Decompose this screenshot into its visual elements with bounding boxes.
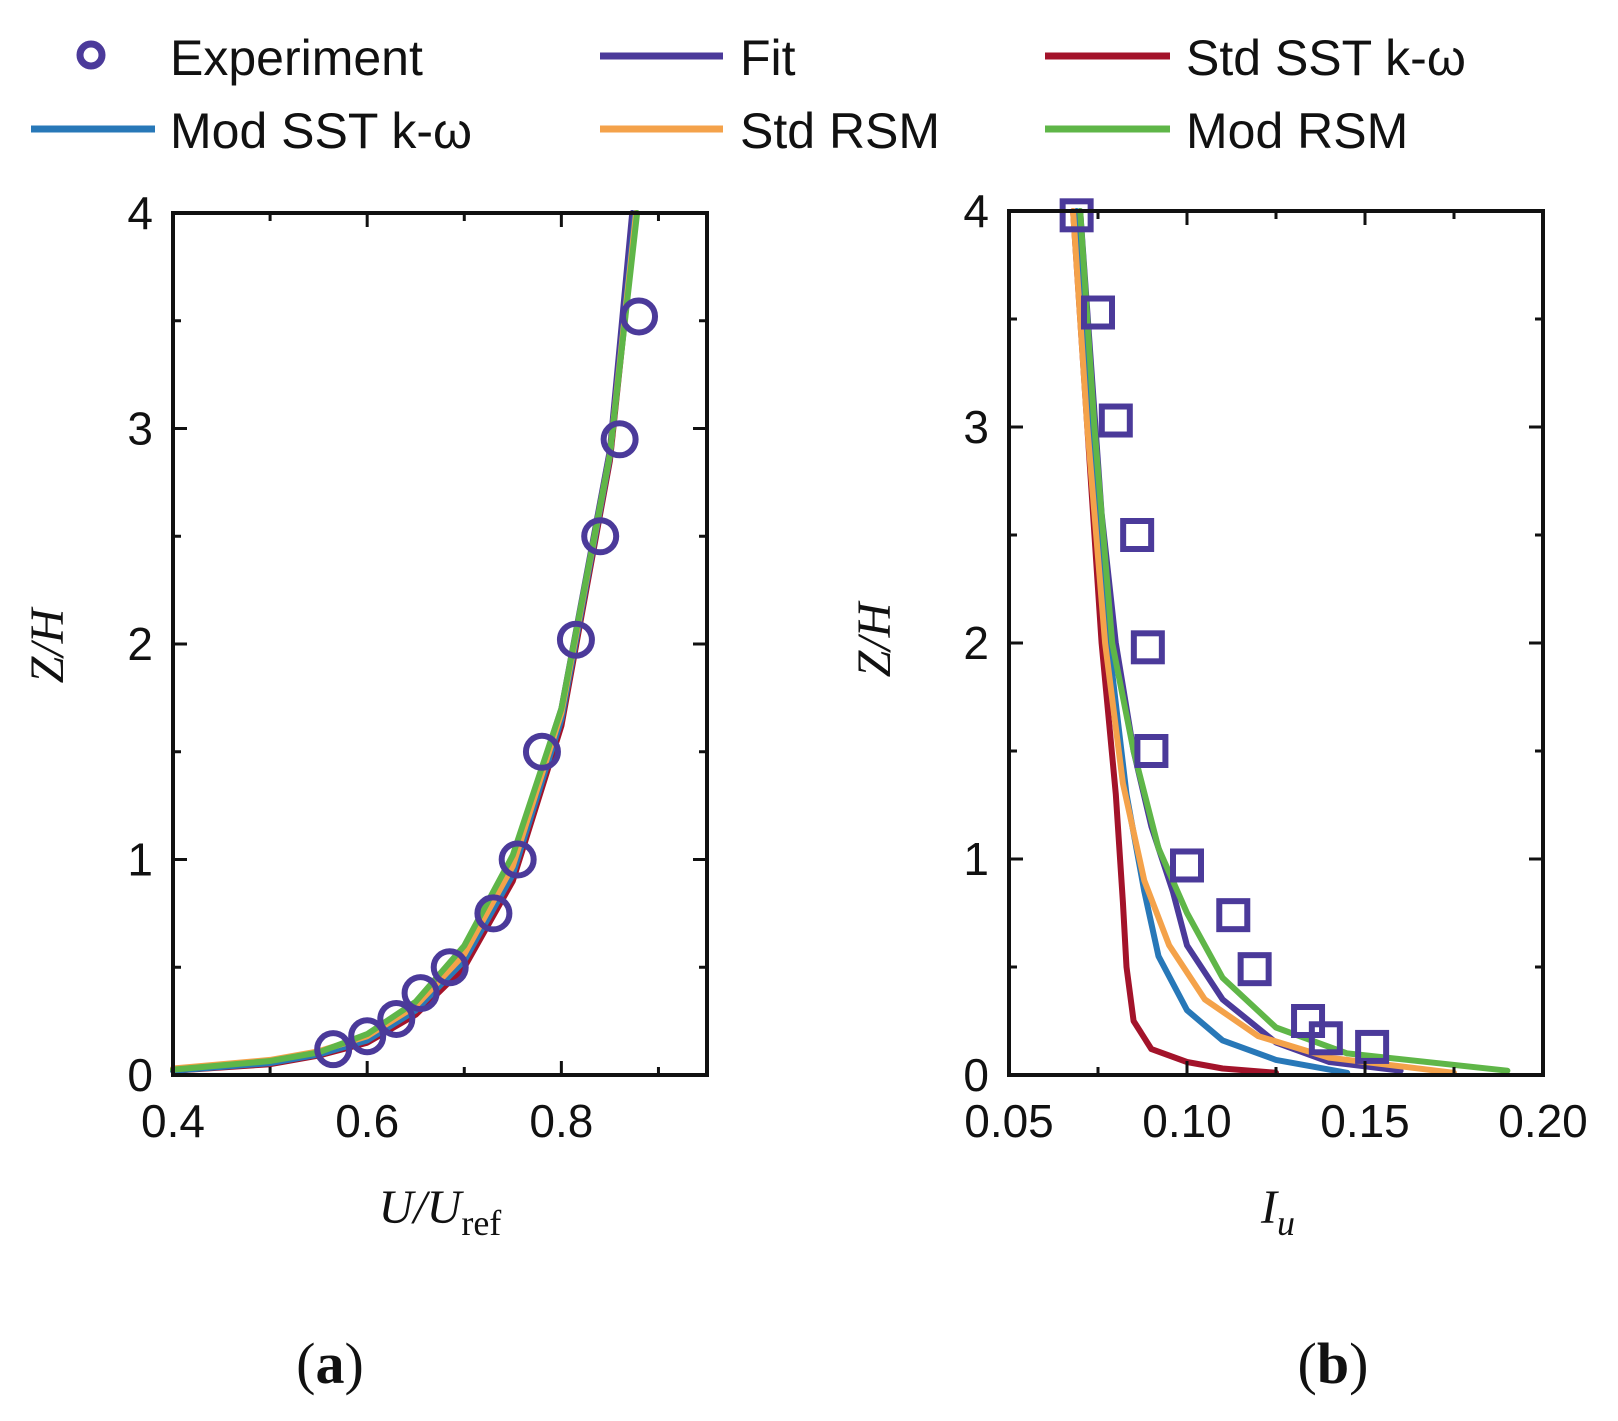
panel-a-xtick-label: 0.4 <box>141 1095 205 1147</box>
panel-a-series-mod-sst-k <box>170 210 639 1074</box>
legend-marker-experiment <box>76 40 106 70</box>
panel-b-point-11 <box>1355 1029 1390 1064</box>
panel-b-xtick-label: 0.05 <box>964 1095 1054 1147</box>
legend-label-std-sst: Std SST k-ω <box>1186 30 1466 86</box>
legend-item-experiment: Experiment <box>76 30 423 86</box>
panel-b-xtick-label: 0.15 <box>1320 1095 1410 1147</box>
panel-b-data <box>1059 198 1511 1076</box>
panel-b-ytick-label: 0 <box>963 1049 989 1101</box>
panel-b-point-7 <box>1216 898 1251 933</box>
legend-label-mod-sst: Mod SST k-ω <box>170 103 472 159</box>
panel-a-xlabel-main: U/U <box>379 1181 465 1234</box>
panel-b-point-2 <box>1098 403 1133 438</box>
panel-a-label-close: ) <box>345 1331 364 1396</box>
panel-a-ytick-label: 0 <box>127 1049 153 1101</box>
panel-a-point-8 <box>556 620 595 659</box>
legend-item-mod-sst: Mod SST k-ω <box>31 103 472 159</box>
panel-b-point-4 <box>1130 630 1165 665</box>
panel-b-point-0 <box>1059 198 1094 233</box>
panel-b-point-5 <box>1134 734 1169 768</box>
panel-a-data <box>170 210 659 1074</box>
panel-b-label-close: ) <box>1349 1331 1368 1396</box>
panel-b-xlabel-sub: u <box>1277 1203 1295 1243</box>
panel-b-point-8 <box>1237 952 1272 987</box>
panel-a-series-std-sst-k <box>170 210 640 1074</box>
panel-a-point-9 <box>581 517 620 556</box>
legend-label-experiment: Experiment <box>170 30 423 86</box>
legend: Experiment Fit Std SST k-ω Mod SST k-ω S… <box>31 30 1466 159</box>
legend-label-fit: Fit <box>740 30 796 86</box>
panel-b-ytick-label: 3 <box>963 401 989 453</box>
panel-a-label-open: ( <box>296 1331 315 1396</box>
panel-b-xtick-label: 0.10 <box>1142 1095 1232 1147</box>
panel-b-label-open: ( <box>1298 1331 1317 1396</box>
panel-b-point-3 <box>1120 518 1155 552</box>
legend-item-std-sst: Std SST k-ω <box>1045 30 1466 86</box>
panel-a: 0 1 2 3 4 0.4 0.6 0.8 Z/H U/Uref (a) <box>21 187 709 1396</box>
panel-b-ytick-label: 4 <box>963 185 989 237</box>
legend-item-mod-rsm: Mod RSM <box>1045 103 1408 159</box>
panel-a-point-10 <box>600 420 639 459</box>
panel-a-ytick-label: 2 <box>127 618 153 670</box>
panel-a-point-1 <box>348 1017 387 1056</box>
panel-b-series-std-rsm <box>1070 208 1457 1076</box>
panel-a-series-fit <box>170 210 636 1074</box>
panel-a-xtick-label: 0.8 <box>529 1095 593 1147</box>
panel-a-ticks: 0 1 2 3 4 0.4 0.6 0.8 <box>127 187 707 1147</box>
panel-a-point-4 <box>430 948 469 987</box>
legend-label-mod-rsm: Mod RSM <box>1186 103 1408 159</box>
panel-b-ytick-label: 2 <box>963 617 989 669</box>
panel-b-series-mod-sst-k <box>1073 208 1351 1076</box>
panel-a-ylabel: Z/H <box>21 606 74 683</box>
legend-item-std-rsm: Std RSM <box>600 103 940 159</box>
panel-a-point-6 <box>498 840 537 879</box>
panel-a-point-7 <box>522 732 561 771</box>
panel-a-series-mod-rsm <box>170 210 641 1073</box>
panel-b-xtick-label: 0.20 <box>1498 1095 1588 1147</box>
panel-a-ytick-label: 1 <box>127 834 153 886</box>
panel-a-series-std-rsm <box>170 210 640 1072</box>
panel-b-ylabel: Z/H <box>848 600 901 677</box>
panel-a-point-0 <box>314 1030 353 1069</box>
panel-b-ticks: 0 1 2 3 4 0.05 0.10 0.15 0.20 <box>963 185 1587 1147</box>
panel-a-xtick-label: 0.6 <box>335 1095 399 1147</box>
panel-b-xlabel-main: I <box>1260 1181 1279 1234</box>
panel-b-series-mod-rsm <box>1077 208 1511 1074</box>
panel-b-xlabel: Iu <box>1260 1181 1295 1243</box>
panel-b-point-1 <box>1081 295 1115 330</box>
panel-a-frame <box>171 211 709 1077</box>
panel-a-point-11 <box>620 297 659 336</box>
legend-label-std-rsm: Std RSM <box>740 103 940 159</box>
panel-b-label: (b) <box>1298 1331 1369 1396</box>
panel-a-point-2 <box>377 999 416 1038</box>
panel-b-label-letter: b <box>1317 1331 1349 1396</box>
panel-b-point-10 <box>1308 1021 1343 1056</box>
legend-item-fit: Fit <box>600 30 796 86</box>
panel-b-ytick-label: 1 <box>963 833 989 885</box>
panel-a-ytick-label: 3 <box>127 403 153 455</box>
panel-b-point-9 <box>1291 1004 1326 1038</box>
panel-a-xlabel-sub: ref <box>461 1203 501 1243</box>
panel-a-xlabel: U/Uref <box>379 1181 502 1243</box>
panel-a-ytick-label: 4 <box>127 187 153 239</box>
panel-b-point-6 <box>1170 848 1204 883</box>
panel-b: 0 1 2 3 4 0.05 0.10 0.15 0.20 Z/H Iu (b) <box>848 185 1588 1396</box>
panel-b-series-fit <box>1077 208 1404 1074</box>
panel-a-point-3 <box>401 974 440 1013</box>
panel-a-point-5 <box>474 894 513 933</box>
panel-a-label-letter: a <box>316 1331 345 1396</box>
panel-a-label: (a) <box>296 1331 364 1396</box>
